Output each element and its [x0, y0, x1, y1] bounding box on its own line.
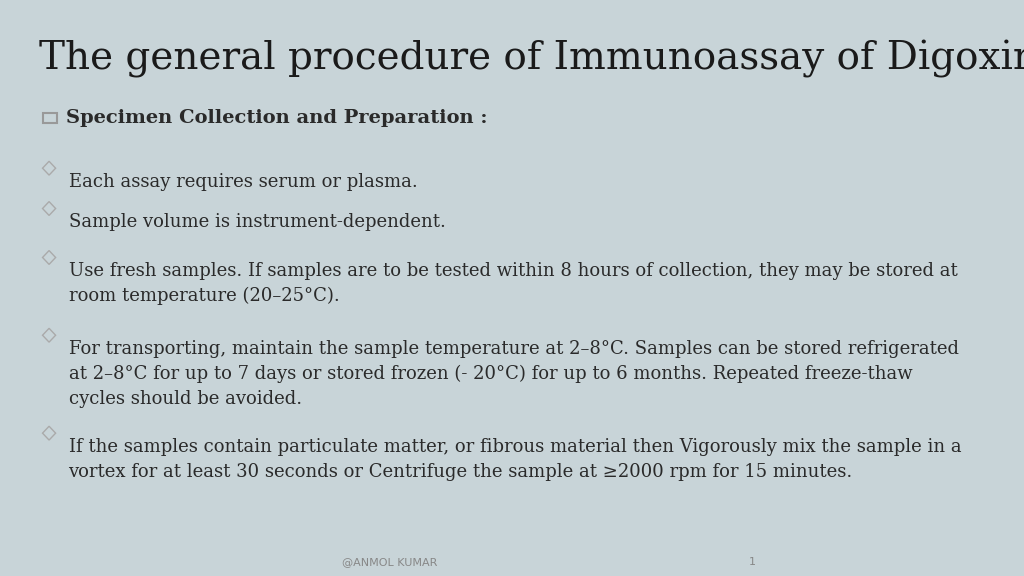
- Text: Use fresh samples. If samples are to be tested within 8 hours of collection, the: Use fresh samples. If samples are to be …: [69, 262, 957, 305]
- Text: 1: 1: [749, 556, 756, 567]
- Text: @ANMOL KUMAR: @ANMOL KUMAR: [342, 556, 437, 567]
- Text: Each assay requires serum or plasma.: Each assay requires serum or plasma.: [69, 173, 418, 191]
- Text: The general procedure of Immunoassay of Digoxin: The general procedure of Immunoassay of …: [39, 40, 1024, 78]
- Text: For transporting, maintain the sample temperature at 2–8°C. Samples can be store: For transporting, maintain the sample te…: [69, 340, 958, 408]
- Text: Specimen Collection and Preparation :: Specimen Collection and Preparation :: [67, 109, 487, 127]
- Text: Sample volume is instrument-dependent.: Sample volume is instrument-dependent.: [69, 213, 445, 231]
- Text: If the samples contain particulate matter, or fibrous material then Vigorously m: If the samples contain particulate matte…: [69, 438, 962, 481]
